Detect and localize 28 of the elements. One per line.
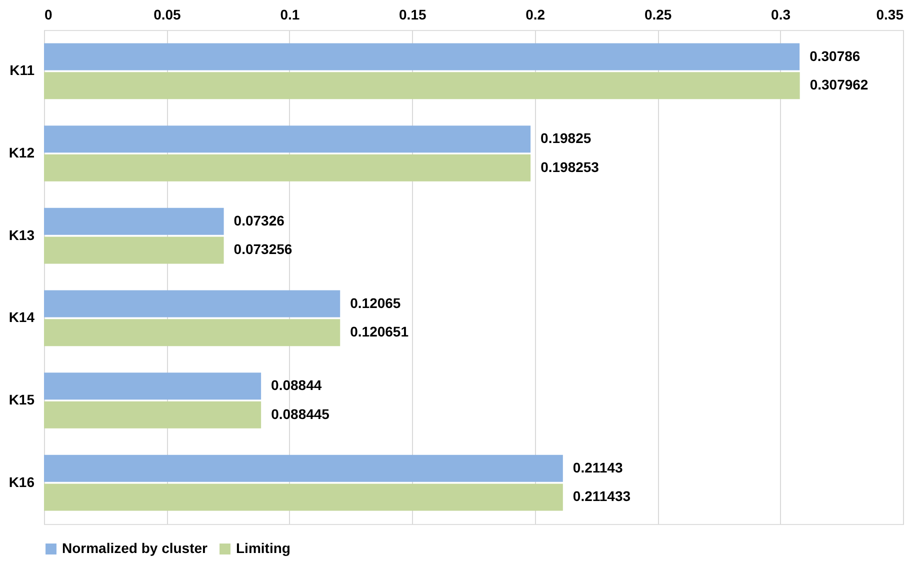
- data-label: 0.120651: [350, 324, 409, 340]
- data-label: 0.30786: [810, 48, 860, 64]
- y-tick-label: K13: [8, 226, 35, 243]
- y-tick-label: K16: [8, 474, 35, 490]
- data-label: 0.073256: [234, 241, 292, 258]
- data-label: 0.19825: [540, 130, 592, 146]
- legend-label: Normalized by cluster: [62, 540, 208, 556]
- x-tick-label: 0.15: [399, 6, 426, 22]
- x-tick-label: 0.05: [154, 6, 182, 22]
- x-tick-label: 0.2: [526, 6, 546, 22]
- data-label: 0.07326: [234, 212, 285, 228]
- legend-label: Limiting: [236, 540, 290, 556]
- data-label: 0.08844: [271, 377, 322, 394]
- x-tick-label: 0.25: [644, 6, 672, 22]
- y-tick-label: K11: [10, 62, 35, 78]
- data-label: 0.21143: [572, 459, 623, 476]
- y-tick-label: K15: [8, 392, 35, 408]
- data-label: 0.307962: [810, 76, 868, 93]
- x-tick-label: 0: [44, 6, 52, 22]
- data-label: 0.088445: [271, 406, 330, 422]
- data-label: 0.211433: [572, 488, 631, 504]
- x-tick-label: 0.1: [280, 6, 300, 22]
- y-tick-label: K12: [8, 144, 35, 160]
- x-tick-label: 0.3: [771, 6, 791, 22]
- x-tick-label: 0.35: [876, 6, 904, 22]
- data-label: 0.198253: [540, 158, 600, 175]
- data-label: 0.12065: [350, 294, 401, 311]
- y-tick-label: K14: [8, 309, 35, 326]
